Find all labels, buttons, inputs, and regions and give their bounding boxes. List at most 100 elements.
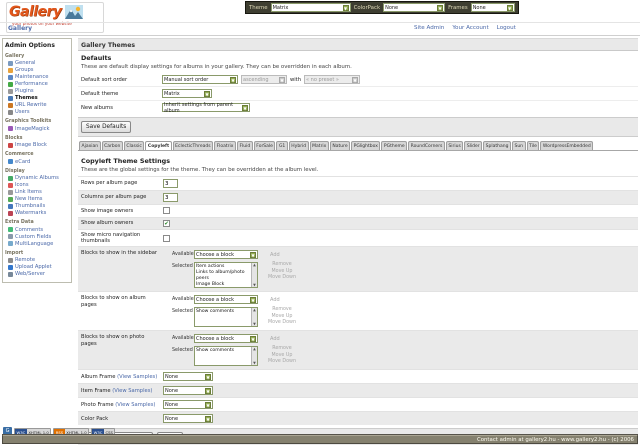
theme-tab[interactable]: Tile — [526, 141, 540, 150]
sidebar-item[interactable]: ImageMagick — [5, 125, 69, 132]
sidebar-item[interactable]: Icons — [5, 182, 69, 189]
listbox-option[interactable]: Show comments — [196, 309, 235, 315]
theme-tab[interactable]: PGtheme — [381, 141, 408, 150]
sidebar-item[interactable]: Custom Fields — [5, 233, 69, 240]
theme-tab[interactable]: Floatrix — [214, 141, 236, 150]
show-image-owners-checkbox[interactable] — [163, 207, 170, 215]
theme-tab[interactable]: Splathang — [483, 141, 511, 150]
move-down-link[interactable]: Move Down — [268, 274, 296, 280]
remove-link[interactable]: Remove — [272, 346, 292, 352]
sidebar-item: Graphics Toolkits — [5, 118, 69, 125]
colorpack-select[interactable]: None ▼ — [383, 3, 446, 12]
sidebar-item[interactable]: Themes — [5, 95, 69, 102]
sidebar-item[interactable]: Comments — [5, 226, 69, 233]
gallery-badge-icon[interactable]: G — [3, 427, 12, 435]
listbox-option[interactable]: Show comments — [196, 348, 235, 354]
add-link[interactable]: Add — [270, 336, 280, 343]
theme-tab[interactable]: Copyleft — [145, 141, 172, 150]
theme-tab[interactable]: Matrix — [309, 141, 329, 150]
listbox-option[interactable]: Item actions — [196, 264, 225, 270]
sidebar-available-select[interactable]: Choose a block ▼ — [194, 250, 258, 260]
sidebar-item[interactable]: Image Block — [5, 142, 69, 149]
sidebar-item[interactable]: Performance — [5, 81, 69, 88]
listbox-scrollbar[interactable]: ▲ ▼ — [251, 347, 257, 366]
sidebar-item[interactable]: Web/Server — [5, 271, 69, 278]
photo-available-select[interactable]: Choose a block ▼ — [194, 334, 258, 344]
move-up-link[interactable]: Move Up — [271, 268, 293, 274]
listbox-option[interactable]: Links to album/photo peers — [196, 270, 245, 282]
sidebar-item[interactable]: Link Items — [5, 189, 69, 196]
theme-tab[interactable]: Slider — [464, 141, 483, 150]
save-defaults-button[interactable]: Save Defaults — [81, 121, 132, 133]
sidebar-item[interactable]: MultiLanguage — [5, 240, 69, 247]
theme-select[interactable]: Matrix ▼ — [270, 3, 351, 12]
listbox-option[interactable]: Image Block — [196, 282, 225, 288]
theme-tab[interactable]: EclecticThreads — [172, 141, 214, 150]
show-micro-nav-checkbox[interactable] — [163, 234, 170, 242]
listbox-scrollbar[interactable]: ▲ ▼ — [251, 308, 257, 327]
theme-tab[interactable]: Fluid — [236, 141, 253, 150]
user-link[interactable]: Your Account — [452, 25, 489, 31]
sidebar-item[interactable]: Users — [5, 109, 69, 116]
sidebar-item[interactable]: Thumbnails — [5, 203, 69, 210]
move-down-link[interactable]: Move Down — [268, 358, 296, 364]
sidebar-item[interactable]: Upload Applet — [5, 264, 69, 271]
theme-tab[interactable]: Ajaxian — [79, 141, 101, 150]
default-theme-select[interactable]: Matrix ▼ — [162, 89, 212, 98]
sidebar-item[interactable]: Groups — [5, 67, 69, 74]
rows-per-page-input[interactable] — [163, 179, 178, 188]
album-available-select[interactable]: Choose a block ▼ — [194, 295, 258, 305]
album-frame-select[interactable]: None ▼ — [163, 372, 213, 382]
theme-tab[interactable]: PGlightbox — [351, 141, 381, 150]
sidebar-item[interactable]: Watermarks — [5, 210, 69, 217]
sidebar-item[interactable]: Remote — [5, 257, 69, 264]
theme-tab[interactable]: Hybrid — [288, 141, 309, 150]
view-samples-link[interactable]: (View Samples) — [115, 401, 156, 408]
sidebar-item[interactable]: New Items — [5, 196, 69, 203]
sidebar-selected-listbox[interactable]: Item actions Links to album/photo peers Im… — [194, 262, 258, 289]
sort-order-select[interactable]: Manual sort order ▼ — [162, 75, 238, 84]
photo-selected-listbox[interactable]: Show comments ▲ ▼ — [194, 346, 258, 367]
theme-tab[interactable]: RoundCorners — [408, 141, 445, 150]
gallery-logo[interactable]: Gallery your photos on your website — [6, 2, 104, 33]
theme-tab[interactable]: Classic — [123, 141, 145, 150]
new-albums-select[interactable]: Inherit settings from parent album ▼ — [162, 102, 250, 114]
sidebar-item[interactable]: Plugins — [5, 88, 69, 95]
sidebar-item[interactable]: URL Rewrite — [5, 102, 69, 109]
add-link[interactable]: Add — [270, 252, 280, 259]
item-frame-select[interactable]: None ▼ — [163, 386, 213, 396]
show-album-owners-checkbox[interactable]: ✔ — [163, 219, 170, 227]
album-selected-listbox[interactable]: Show comments ▲ ▼ — [194, 307, 258, 328]
show-micro-nav-label: Show micro navigation thumbnails — [81, 232, 141, 245]
listbox-scrollbar[interactable]: ▲ ▼ — [251, 263, 257, 288]
move-up-link[interactable]: Move Up — [271, 352, 293, 358]
color-pack-select[interactable]: None ▼ — [163, 414, 213, 424]
remove-link[interactable]: Remove — [272, 262, 292, 268]
theme-tab[interactable]: ForSale — [253, 141, 276, 150]
theme-tab[interactable]: G1 — [276, 141, 288, 150]
photo-frame-select[interactable]: None ▼ — [163, 400, 213, 410]
move-up-link[interactable]: Move Up — [271, 313, 293, 319]
selected-label: Selected — [172, 309, 193, 315]
remove-link[interactable]: Remove — [272, 307, 292, 313]
theme-label: Theme — [249, 4, 268, 11]
view-samples-link[interactable]: (View Samples) — [112, 387, 153, 394]
move-down-link[interactable]: Move Down — [268, 319, 296, 325]
frames-select[interactable]: None ▼ — [470, 3, 515, 12]
theme-tab[interactable]: Sun — [511, 141, 526, 150]
sidebar-item[interactable]: Dynamic Albums — [5, 175, 69, 182]
theme-tab[interactable]: Nature — [329, 141, 351, 150]
breadcrumb[interactable]: Gallery — [8, 25, 33, 32]
sidebar-item[interactable]: Maintenance — [5, 74, 69, 81]
view-samples-link[interactable]: (View Samples) — [117, 373, 158, 380]
columns-per-page-input[interactable] — [163, 193, 178, 202]
add-link[interactable]: Add — [270, 297, 280, 304]
user-link[interactable]: Logout — [496, 25, 516, 31]
theme-tab[interactable]: WordpressEmbedded — [540, 141, 594, 150]
user-link[interactable]: Site Admin — [414, 25, 445, 31]
theme-tab[interactable]: Sirius — [445, 141, 464, 150]
sidebar-item[interactable]: eCard — [5, 158, 69, 165]
theme-tab[interactable]: Carbon — [101, 141, 123, 150]
sidebar-item[interactable]: General — [5, 60, 69, 67]
footer-contact[interactable]: Contact admin at gallery2.hu - www.galle… — [476, 437, 634, 443]
